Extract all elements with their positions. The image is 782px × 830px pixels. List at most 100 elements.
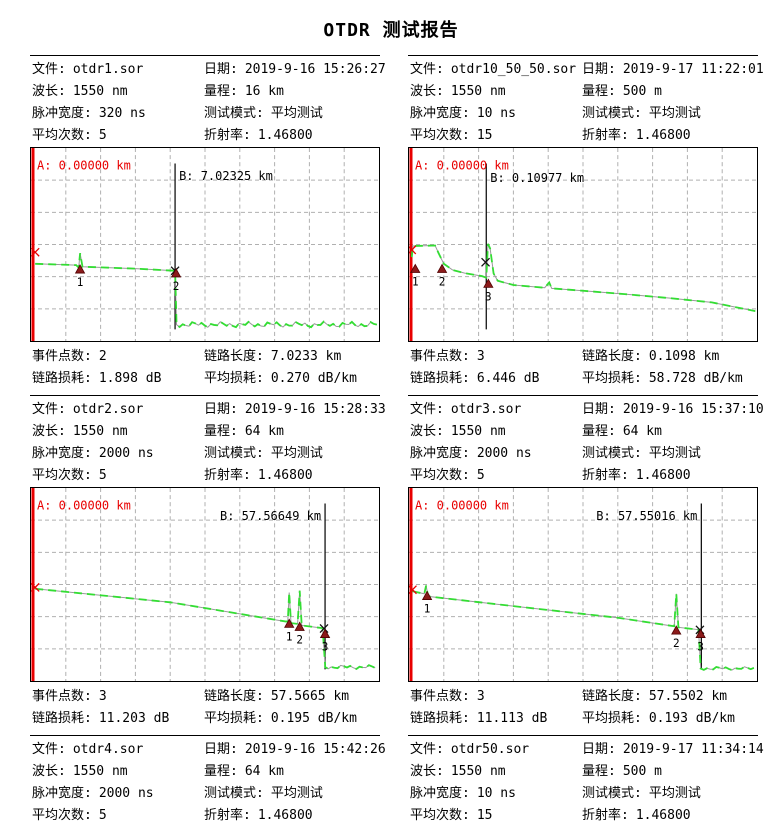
test-mode-label: 测试模式: xyxy=(204,106,264,121)
refractive-index-value: 1.46800 xyxy=(257,468,313,483)
panel-footer: 事件点数: 3 链路长度: 57.5665 km 链路损耗: 11.203 dB… xyxy=(30,682,380,735)
link-length-value: 7.0233 km xyxy=(270,349,342,364)
pulse-width-value: 320 ns xyxy=(98,106,146,121)
header-row: 文件: otdr3.sor 日期: 2019-9-16 15:37:10 xyxy=(410,399,764,421)
date-value: 2019-9-17 11:34:14 xyxy=(622,742,764,757)
range-label: 量程: xyxy=(582,84,616,99)
range-label: 量程: xyxy=(582,764,616,779)
range-value: 500 m xyxy=(622,764,662,779)
pulse-width-label: 脉冲宽度: xyxy=(32,786,92,801)
wavelength-value: 1550 nm xyxy=(450,764,506,779)
test-mode-value: 平均测试 xyxy=(270,786,323,801)
refractive-index-label: 折射率: xyxy=(204,468,251,483)
svg-text:3: 3 xyxy=(322,641,329,654)
header-row: 平均次数: 5 折射率: 1.46800 xyxy=(32,805,380,827)
svg-text:1: 1 xyxy=(424,603,431,616)
refractive-index-label: 折射率: xyxy=(582,128,629,143)
panel-header: 文件: otdr3.sor 日期: 2019-9-16 15:37:10 波长:… xyxy=(408,396,764,487)
average-loss-value: 0.195 dB/km xyxy=(270,711,357,726)
pulse-width-label: 脉冲宽度: xyxy=(32,446,92,461)
range-value: 500 m xyxy=(622,84,662,99)
file-value: otdr50.sor xyxy=(450,742,530,757)
header-row: 脉冲宽度: 2000 ns 测试模式: 平均测试 xyxy=(32,443,380,465)
svg-text:A: 0.00000 km: A: 0.00000 km xyxy=(415,498,509,512)
svg-text:1: 1 xyxy=(286,630,293,643)
file-value: otdr3.sor xyxy=(450,402,522,417)
report-grid: 文件: otdr1.sor 日期: 2019-9-16 15:26:27 波长:… xyxy=(30,55,764,827)
footer-row: 事件点数: 2 链路长度: 7.0233 km xyxy=(32,346,380,368)
wavelength-label: 波长: xyxy=(410,764,444,779)
panel-header: 文件: otdr50.sor 日期: 2019-9-17 11:34:14 波长… xyxy=(408,736,764,827)
date-label: 日期: xyxy=(204,742,238,757)
footer-row: 链路损耗: 11.113 dB 平均损耗: 0.193 dB/km xyxy=(410,708,758,730)
refractive-index-value: 1.46800 xyxy=(635,468,691,483)
link-length-label: 链路长度: xyxy=(204,689,264,704)
range-value: 16 km xyxy=(244,84,284,99)
date-label: 日期: xyxy=(582,62,616,77)
panel-header: 文件: otdr2.sor 日期: 2019-9-16 15:28:33 波长:… xyxy=(30,396,386,487)
average-count-label: 平均次数: xyxy=(410,128,470,143)
wavelength-label: 波长: xyxy=(410,424,444,439)
otdr-chart: 1 2 A: 0.00000 km B: 7.02325 km xyxy=(30,147,380,342)
refractive-index-label: 折射率: xyxy=(582,808,629,823)
panel-footer: 事件点数: 3 链路长度: 0.1098 km 链路损耗: 6.446 dB 平… xyxy=(408,342,758,395)
wavelength-value: 1550 nm xyxy=(72,764,128,779)
test-mode-label: 测试模式: xyxy=(582,786,642,801)
svg-text:2: 2 xyxy=(673,637,680,650)
average-loss-value: 0.193 dB/km xyxy=(648,711,735,726)
average-count-value: 5 xyxy=(98,468,107,483)
pulse-width-value: 2000 ns xyxy=(476,446,532,461)
date-value: 2019-9-16 15:28:33 xyxy=(244,402,386,417)
average-loss-label: 平均损耗: xyxy=(582,371,642,386)
link-loss-value: 11.113 dB xyxy=(476,711,548,726)
otdr-trace-svg: 1 2 3 A: 0.00000 kmB: 0.10977 km xyxy=(409,148,757,341)
header-row: 脉冲宽度: 320 ns 测试模式: 平均测试 xyxy=(32,103,380,125)
average-loss-label: 平均损耗: xyxy=(204,711,264,726)
panel-header: 文件: otdr10_50_50.sor 日期: 2019-9-17 11:22… xyxy=(408,56,764,147)
otdr-panel: 文件: otdr1.sor 日期: 2019-9-16 15:26:27 波长:… xyxy=(30,55,386,395)
otdr-panel: 文件: otdr50.sor 日期: 2019-9-17 11:34:14 波长… xyxy=(408,735,764,827)
footer-row: 链路损耗: 11.203 dB 平均损耗: 0.195 dB/km xyxy=(32,708,380,730)
header-row: 平均次数: 5 折射率: 1.46800 xyxy=(32,465,380,487)
otdr-panel: 文件: otdr3.sor 日期: 2019-9-16 15:37:10 波长:… xyxy=(408,395,764,735)
header-row: 平均次数: 5 折射率: 1.46800 xyxy=(32,125,380,147)
file-value: otdr4.sor xyxy=(72,742,144,757)
header-row: 波长: 1550 nm 量程: 64 km xyxy=(32,761,380,783)
svg-text:B: 0.10977 km: B: 0.10977 km xyxy=(490,171,584,185)
header-row: 文件: otdr50.sor 日期: 2019-9-17 11:34:14 xyxy=(410,739,764,761)
header-row: 文件: otdr1.sor 日期: 2019-9-16 15:26:27 xyxy=(32,59,386,81)
svg-text:B: 7.02325 km: B: 7.02325 km xyxy=(179,169,273,183)
link-loss-label: 链路损耗: xyxy=(32,711,92,726)
header-row: 平均次数: 15 折射率: 1.46800 xyxy=(410,125,758,147)
header-row: 文件: otdr2.sor 日期: 2019-9-16 15:28:33 xyxy=(32,399,386,421)
otdr-chart: 1 2 3 A: 0.00000 km B: 0.10977 km xyxy=(408,147,758,342)
footer-row: 链路损耗: 1.898 dB 平均损耗: 0.270 dB/km xyxy=(32,368,380,390)
date-value: 2019-9-16 15:37:10 xyxy=(622,402,764,417)
test-mode-label: 测试模式: xyxy=(204,786,264,801)
pulse-width-value: 2000 ns xyxy=(98,446,154,461)
header-row: 波长: 1550 nm 量程: 64 km xyxy=(32,421,380,443)
otdr-panel: 文件: otdr2.sor 日期: 2019-9-16 15:28:33 波长:… xyxy=(30,395,386,735)
average-count-label: 平均次数: xyxy=(410,468,470,483)
otdr-trace-svg: 1 2 A: 0.00000 km B: 7.02325 km xyxy=(31,148,379,341)
otdr-chart: 1 2 3 A: 0.00000 km B: 57.55016 km xyxy=(408,487,758,682)
event-count-label: 事件点数: xyxy=(410,689,470,704)
link-length-value: 0.1098 km xyxy=(648,349,720,364)
file-value: otdr10_50_50.sor xyxy=(450,62,577,77)
test-mode-label: 测试模式: xyxy=(204,446,264,461)
link-loss-value: 1.898 dB xyxy=(98,371,162,386)
event-count-label: 事件点数: xyxy=(32,349,92,364)
refractive-index-value: 1.46800 xyxy=(635,808,691,823)
svg-text:2: 2 xyxy=(296,634,303,647)
average-count-label: 平均次数: xyxy=(32,468,92,483)
svg-text:A: 0.00000 km: A: 0.00000 km xyxy=(415,158,509,172)
svg-text:B: 57.55016 km: B: 57.55016 km xyxy=(596,509,697,523)
file-label: 文件: xyxy=(32,402,66,417)
event-count-label: 事件点数: xyxy=(32,689,92,704)
header-row: 波长: 1550 nm 量程: 500 m xyxy=(410,761,758,783)
pulse-width-label: 脉冲宽度: xyxy=(410,786,470,801)
svg-text:2: 2 xyxy=(439,276,446,289)
svg-text:1: 1 xyxy=(77,276,84,289)
date-value: 2019-9-17 11:22:01 xyxy=(622,62,764,77)
range-value: 64 km xyxy=(622,424,662,439)
